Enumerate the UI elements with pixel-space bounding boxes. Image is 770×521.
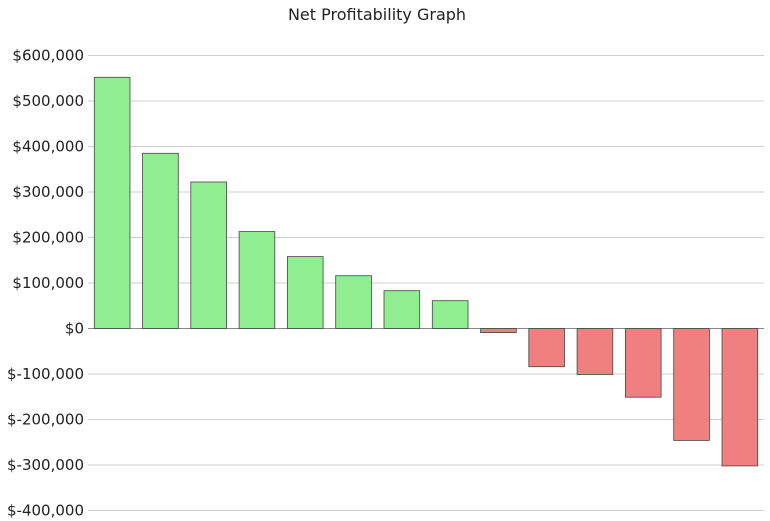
y-tick-label: $-400,000	[7, 502, 84, 520]
y-tick-label: $400,000	[12, 138, 84, 156]
y-tick-label: $600,000	[12, 47, 84, 65]
bar	[190, 181, 227, 329]
y-tick-label: $200,000	[12, 229, 84, 247]
y-tick-label: $-200,000	[7, 411, 84, 429]
bars	[93, 76, 759, 467]
bar	[238, 231, 276, 329]
bar	[142, 152, 179, 329]
y-tick-label: $0	[65, 320, 84, 338]
bar	[431, 300, 469, 329]
bar	[625, 328, 662, 398]
bar	[673, 328, 710, 441]
chart-title: Net Profitability Graph	[288, 5, 466, 24]
bar	[335, 275, 372, 329]
y-tick-label: $100,000	[12, 274, 84, 292]
y-tick-label: $500,000	[12, 92, 84, 110]
bar	[93, 76, 131, 329]
y-tick-label: $300,000	[12, 183, 84, 201]
bar	[383, 290, 421, 329]
bar	[528, 328, 565, 368]
y-axis-tick-labels: $600,000 $500,000 $400,000 $300,000 $200,000…	[7, 47, 84, 520]
y-tick-label: $-300,000	[7, 456, 84, 474]
bar	[480, 328, 517, 333]
bar	[576, 328, 614, 375]
bar	[286, 256, 324, 329]
y-tick-label: $-100,000	[7, 365, 84, 383]
gridlines	[88, 55, 764, 511]
bar	[721, 328, 759, 467]
